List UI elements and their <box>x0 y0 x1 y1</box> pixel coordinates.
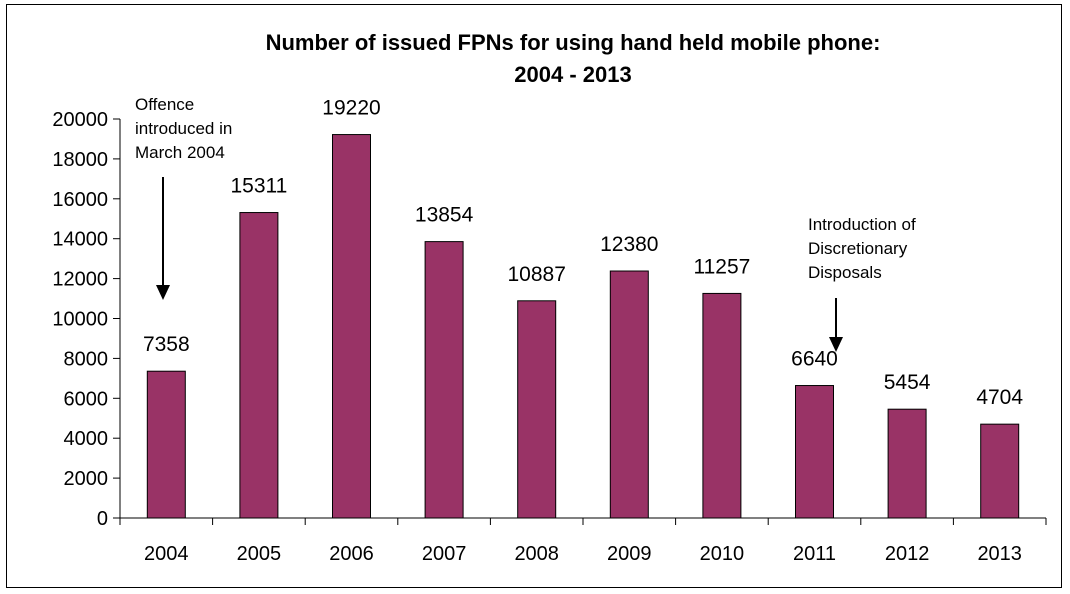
annotation-2011-line-1: Introduction of <box>808 215 916 234</box>
y-tick-label: 4000 <box>64 428 109 450</box>
data-label-2010: 11257 <box>693 255 750 278</box>
x-tick-label-2010: 2010 <box>700 543 745 565</box>
bar-2010 <box>702 292 742 519</box>
x-tick-label-2009: 2009 <box>607 543 652 565</box>
annotation-2004-arrow-head <box>156 285 170 300</box>
data-label-2009: 12380 <box>600 233 658 256</box>
x-tick-label-2005: 2005 <box>237 543 282 565</box>
y-tick-label: 2000 <box>64 468 109 490</box>
data-label-2012: 5454 <box>884 371 931 394</box>
chart-title-line-1: Number of issued FPNs for using hand hel… <box>266 30 881 55</box>
y-tick-label: 16000 <box>52 189 108 211</box>
y-tick-label: 14000 <box>52 229 108 251</box>
annotation-2011-line-2: Discretionary <box>808 239 908 258</box>
bar-2013 <box>980 423 1020 519</box>
data-label-2006: 19220 <box>322 97 380 120</box>
x-tick-label-2013: 2013 <box>977 543 1022 565</box>
y-tick-label: 18000 <box>52 149 108 171</box>
plot-area: 0 2000 4000 6000 8000 10000 12000 14000 16000 180… <box>52 95 1047 565</box>
bar-2005 <box>239 212 279 519</box>
data-label-2004: 7358 <box>143 333 190 356</box>
data-label-2008: 10887 <box>507 263 565 286</box>
annotation-2004-line-2: introduced in <box>135 119 232 138</box>
y-tick-label: 10000 <box>52 309 108 331</box>
data-label-2013: 4704 <box>976 386 1023 409</box>
annotation-2011-line-3: Disposals <box>808 263 882 282</box>
y-tick-label: 8000 <box>64 348 109 370</box>
bar-2011 <box>795 385 834 519</box>
bar-2008 <box>517 300 557 519</box>
x-tick-label-2006: 2006 <box>329 543 374 565</box>
bar-2009 <box>609 270 649 519</box>
bar-2007 <box>424 241 464 519</box>
x-tick-label-2012: 2012 <box>885 543 930 565</box>
x-tick-label-2007: 2007 <box>422 543 467 565</box>
y-tick-label: 6000 <box>64 388 109 410</box>
y-tick-label: 20000 <box>52 109 108 131</box>
x-tick-label-2008: 2008 <box>514 543 559 565</box>
annotation-2004-line-3: March 2004 <box>135 143 225 162</box>
data-label-2005: 15311 <box>230 175 287 198</box>
bar-2006 <box>332 134 371 519</box>
chart-title-line-2: 2004 - 2013 <box>514 62 631 87</box>
annotation-2004-line-1: Offence <box>135 95 194 114</box>
y-tick-label: 12000 <box>52 269 108 291</box>
bar-2004 <box>146 370 186 519</box>
annotation-2011-arrow-head <box>829 337 843 352</box>
bar-2012 <box>887 408 927 519</box>
y-tick-label: 0 <box>97 508 108 530</box>
data-label-2011: 6640 <box>791 348 838 371</box>
data-label-2007: 13854 <box>415 204 474 227</box>
x-tick-label-2011: 2011 <box>793 543 836 565</box>
x-tick-label-2004: 2004 <box>144 543 189 565</box>
